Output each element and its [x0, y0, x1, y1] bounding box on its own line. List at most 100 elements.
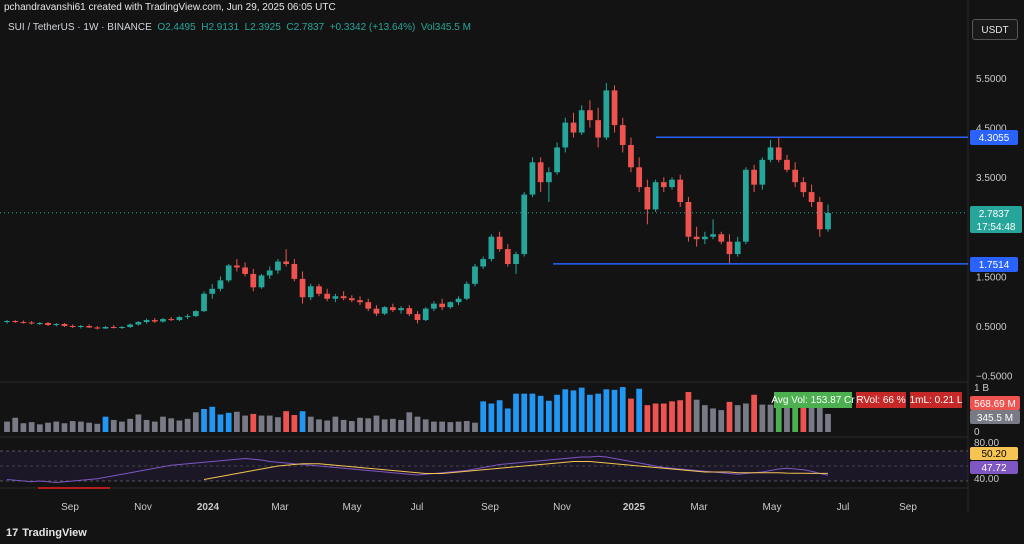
last-price-label-bg — [970, 206, 1022, 233]
candle-body — [151, 320, 158, 322]
price-axis-tick: −0.5000 — [976, 372, 1013, 383]
rsi-ma-line — [203, 461, 828, 480]
candle-body — [767, 147, 774, 160]
rvol-badge: RVol: 66 % — [856, 395, 905, 406]
candle-body — [644, 187, 651, 210]
volume-bar — [258, 415, 265, 432]
symbol-name[interactable]: SUI / TetherUS · 1W · BINANCE — [8, 22, 152, 33]
candle-body — [759, 159, 766, 185]
time-axis-tick: May — [763, 502, 782, 513]
volume-bar — [389, 418, 396, 432]
candle-body — [234, 265, 240, 268]
candle-body — [578, 110, 585, 133]
candle-body — [439, 303, 446, 308]
candle-body — [455, 298, 462, 303]
candle-body — [102, 326, 109, 329]
volume-value: Vol345.5 M — [420, 22, 471, 33]
support-price-label: 1.7514 — [979, 260, 1010, 271]
volume-bar — [701, 405, 708, 432]
candle-body — [734, 241, 741, 255]
candle-body — [332, 296, 339, 299]
candle-body — [36, 323, 43, 325]
volume-bar — [283, 411, 290, 432]
rvol-badge-bg — [856, 392, 906, 408]
volume-bar — [521, 393, 528, 432]
volume-bar — [53, 421, 60, 432]
candle-body — [513, 254, 519, 264]
bar-countdown: 17:54:48 — [977, 222, 1016, 233]
time-axis-tick: 2024 — [197, 502, 220, 513]
candle-body — [554, 147, 560, 173]
currency-button[interactable]: USDT — [972, 19, 1018, 40]
volume-bar — [652, 403, 659, 432]
open-value: O2.4495 — [157, 22, 196, 33]
last-price-label: 2.7837 — [979, 209, 1010, 220]
rsi-label: 47.72 — [981, 463, 1006, 474]
volume-bar — [45, 422, 51, 432]
volume-bar — [677, 400, 684, 432]
candle-body — [669, 179, 675, 188]
volume-bar — [439, 421, 446, 432]
volume-bar — [422, 419, 429, 432]
volume-bar — [455, 421, 462, 432]
volume-bar — [472, 422, 478, 432]
volume-bar — [168, 418, 175, 432]
candle-body — [792, 169, 799, 183]
candle-body — [4, 321, 10, 323]
candle-body — [209, 288, 216, 294]
candle-body — [86, 326, 92, 328]
volume-bar — [463, 421, 470, 432]
candle-body — [570, 122, 577, 133]
volume-bar — [504, 408, 511, 432]
volume-bar — [447, 422, 454, 432]
volume-bar — [603, 389, 610, 432]
volume-bar — [825, 413, 831, 432]
candle-body — [258, 275, 265, 288]
candle-body — [816, 202, 823, 230]
volume-bar — [767, 404, 774, 432]
rsi-label-bg — [970, 461, 1018, 474]
volume-bar — [20, 423, 27, 432]
volume-bar — [291, 415, 298, 432]
change-value: +0.3342 (+13.64%) — [329, 22, 416, 33]
volume-bar — [562, 389, 569, 432]
candle-body — [381, 307, 388, 314]
price-axis-tick: 4.5000 — [976, 124, 1007, 135]
rsi-axis-bottom: 40.00 — [974, 474, 999, 485]
candle-body — [480, 259, 487, 267]
candle-body — [537, 162, 544, 183]
volume-bar — [751, 394, 757, 432]
candle-body — [348, 298, 355, 301]
candle-body — [168, 319, 175, 321]
volume-bar — [808, 394, 815, 432]
candle-body — [685, 202, 692, 237]
candle-body — [143, 320, 150, 323]
support-price-label-bg — [970, 257, 1018, 272]
volume-bar — [127, 418, 134, 432]
volume-bar — [406, 412, 413, 432]
candle-body — [463, 283, 470, 299]
candle-body — [299, 278, 306, 298]
candle-body — [94, 327, 101, 329]
time-axis-tick: Sep — [481, 502, 499, 513]
avg-vol-badge-bg — [774, 392, 852, 408]
candle-body — [217, 280, 224, 289]
candle-body — [316, 286, 322, 294]
volume-label-2-bg — [970, 410, 1020, 424]
rsi-ma-label: 50.20 — [981, 449, 1006, 460]
candle-body — [718, 234, 725, 242]
volume-bar — [307, 416, 314, 432]
iml-badge-bg — [910, 392, 962, 408]
volume-bar — [554, 394, 560, 432]
high-value: H2.9131 — [201, 22, 240, 33]
candle-body — [775, 147, 782, 160]
candle-body — [110, 326, 117, 328]
candle-body — [422, 308, 429, 321]
tradingview-logo[interactable]: 17 TradingView — [6, 527, 87, 539]
volume-bar — [234, 411, 240, 432]
candle-body — [751, 169, 757, 185]
volume-bar — [373, 415, 380, 432]
candle-body — [365, 302, 372, 309]
volume-bar — [628, 398, 634, 432]
